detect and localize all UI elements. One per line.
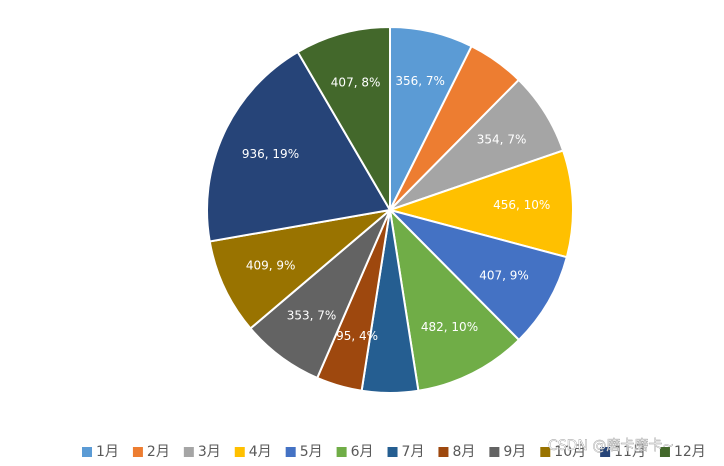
legend-swatch — [234, 447, 245, 457]
legend-swatch — [132, 447, 143, 457]
legend-label: 10月 — [554, 444, 586, 460]
pie-slice — [206, 50, 392, 243]
legend-label: 4月 — [249, 444, 272, 460]
legend-swatch — [659, 447, 670, 457]
data-label: 936, 19% — [242, 147, 299, 161]
data-label: 356, 7% — [395, 74, 445, 88]
legend-swatch — [438, 447, 449, 457]
pie-slice — [208, 208, 394, 330]
data-label: 353, 7% — [287, 308, 337, 322]
legend-label: 2月 — [147, 444, 170, 460]
legend-swatch — [285, 447, 296, 457]
pie-slice — [296, 25, 391, 214]
legend-swatch — [336, 447, 347, 457]
data-label: 482, 10% — [421, 320, 478, 334]
legend-swatch — [489, 447, 500, 457]
data-label: 409, 9% — [246, 258, 296, 272]
legend-swatch — [600, 447, 611, 457]
pie-slice — [388, 207, 521, 392]
legend-swatch — [183, 447, 194, 457]
legend-swatch — [540, 447, 551, 457]
data-label: 354, 7% — [477, 132, 527, 146]
legend-label: 8月 — [452, 444, 475, 460]
data-label: 407, 8% — [331, 75, 381, 89]
legend: 1月 2月 3月 4月 5月 6月 7月 8月 9月 10月 11月 12月 — [82, 444, 706, 460]
legend-swatch — [82, 447, 92, 457]
pie-slice — [386, 208, 569, 342]
legend-label: 7月 — [402, 444, 425, 460]
legend-label: 9月 — [503, 444, 526, 460]
legend-label: 12月 — [674, 444, 706, 460]
data-label: 407, 9% — [479, 269, 529, 283]
legend-label: 5月 — [300, 444, 323, 460]
legend-swatch — [387, 447, 398, 457]
legend-label: 1月 — [96, 444, 119, 460]
legend-label: 3月 — [198, 444, 221, 460]
legend-label: 11月 — [614, 444, 646, 460]
data-label: 195, 4% — [329, 329, 379, 343]
data-label: 456, 10% — [493, 198, 550, 212]
watermark: CSDN @磨卡磨卡~ — [548, 438, 674, 454]
legend-label: 6月 — [351, 444, 374, 460]
pie-slice — [386, 149, 574, 259]
pie: 356, 7% 354, 7% 456, 10% 407, 9% 482, 10% 195… — [206, 25, 574, 394]
